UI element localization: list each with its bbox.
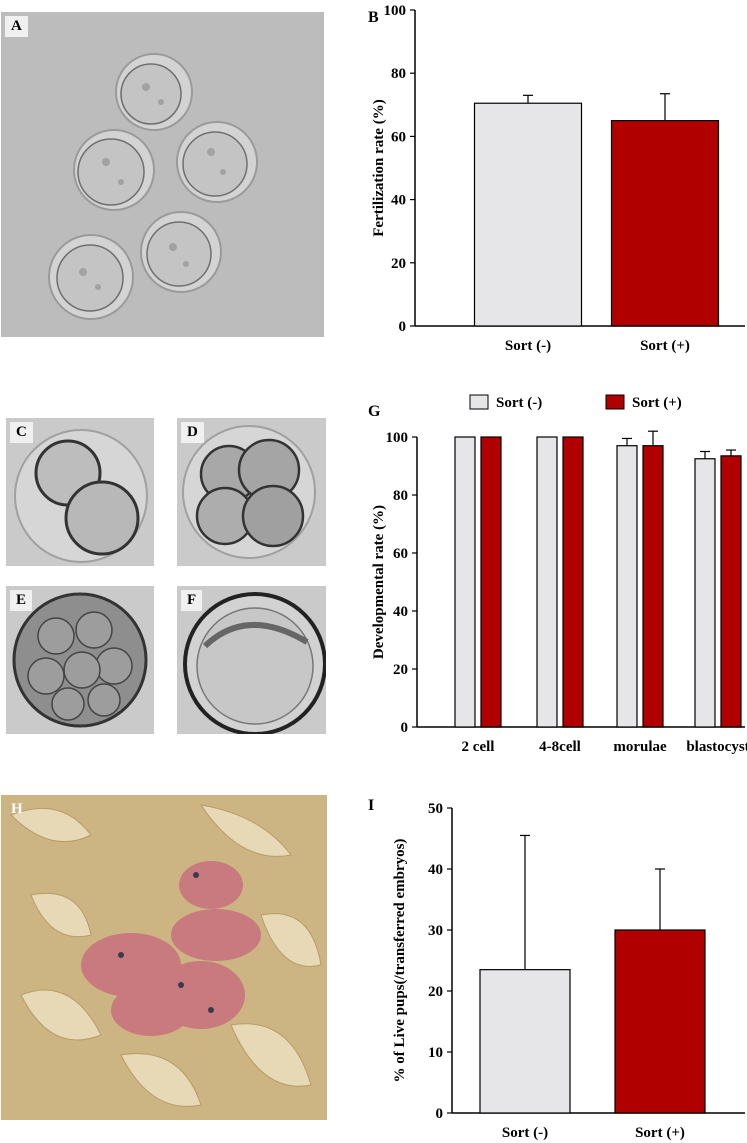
- y-tick-label-I-2: 20: [428, 984, 443, 1000]
- legend-label-0: Sort (-): [496, 395, 542, 411]
- y-tick-label-G-5: 100: [386, 430, 409, 446]
- y-axis-label-G: Developmental rate (%): [371, 505, 387, 659]
- legend-swatch-1: [605, 394, 625, 410]
- y-tick-label-G-4: 80: [393, 488, 408, 504]
- panel-label-h: H: [11, 801, 23, 817]
- embryo-illustration: [1, 12, 324, 337]
- y-tick-label-G-0: 0: [401, 720, 409, 736]
- x-tick-label-B-1: Sort (+): [640, 338, 690, 354]
- bar-G-s1-0: [480, 436, 502, 728]
- y-tick-label-B-2: 40: [391, 193, 406, 209]
- bar-G-s0-0: [454, 436, 476, 728]
- panel-label-e: E: [10, 590, 33, 611]
- panel-c-photo: C: [6, 418, 154, 566]
- y-axis-label-I: % of Live pups(/transferred embryos): [392, 839, 408, 1083]
- panel-a-photo: A: [1, 12, 324, 337]
- x-tick-label-I-1: Sort (+): [635, 1125, 685, 1141]
- bar-G-s1-1: [562, 436, 584, 728]
- panel-label-a: A: [5, 16, 28, 37]
- bar-G-s0-2: [616, 445, 638, 728]
- x-tick-label-G-3: blastocyst: [686, 739, 747, 755]
- y-tick-label-I-4: 40: [428, 862, 443, 878]
- legend-label-1: Sort (+): [632, 395, 682, 411]
- panel-label-b: B: [368, 9, 379, 26]
- x-tick-label-G-2: morulae: [613, 739, 667, 755]
- y-tick-label-I-0: 0: [436, 1106, 444, 1122]
- bar-I-1: [614, 929, 706, 1114]
- bar-G-s0-3: [694, 458, 716, 728]
- bar-G-s0-1: [536, 436, 558, 728]
- four-cell-embryo-illustration: [177, 418, 326, 566]
- pups-illustration: [1, 795, 327, 1120]
- x-tick-label-I-0: Sort (-): [502, 1125, 548, 1141]
- y-tick-label-G-1: 20: [393, 662, 408, 678]
- panel-e-photo: E: [6, 586, 154, 734]
- bar-B-1: [610, 119, 720, 327]
- panel-label-i: I: [368, 797, 374, 814]
- panel-label-c: C: [10, 422, 33, 443]
- panel-label-g: G: [368, 403, 381, 420]
- panel-label-d: D: [181, 422, 204, 443]
- x-tick-label-B-0: Sort (-): [505, 338, 551, 354]
- two-cell-embryo-illustration: [6, 418, 154, 566]
- panel-h-photo: H: [1, 795, 327, 1120]
- y-axis-label-B: Fertilization rate (%): [371, 99, 387, 236]
- y-tick-label-B-5: 100: [384, 3, 407, 19]
- y-tick-label-I-5: 50: [428, 801, 443, 817]
- y-tick-label-I-3: 30: [428, 923, 443, 939]
- panel-f-photo: F: [177, 586, 326, 734]
- y-tick-label-B-0: 0: [399, 319, 407, 335]
- y-tick-label-I-1: 10: [428, 1045, 443, 1061]
- bar-G-s1-3: [720, 455, 742, 728]
- x-tick-label-G-1: 4-8cell: [539, 739, 581, 755]
- x-tick-label-G-0: 2 cell: [462, 739, 495, 755]
- y-tick-label-B-1: 20: [391, 256, 406, 272]
- y-tick-label-G-2: 40: [393, 604, 408, 620]
- panel-label-f: F: [181, 590, 203, 611]
- y-tick-label-B-3: 60: [391, 129, 406, 145]
- bar-G-s1-2: [642, 445, 664, 728]
- panel-d-photo: D: [177, 418, 326, 566]
- bar-B-0: [473, 102, 583, 327]
- y-tick-label-B-4: 80: [391, 66, 406, 82]
- legend-swatch-0: [469, 394, 489, 410]
- bar-I-0: [479, 969, 571, 1114]
- y-tick-label-G-3: 60: [393, 546, 408, 562]
